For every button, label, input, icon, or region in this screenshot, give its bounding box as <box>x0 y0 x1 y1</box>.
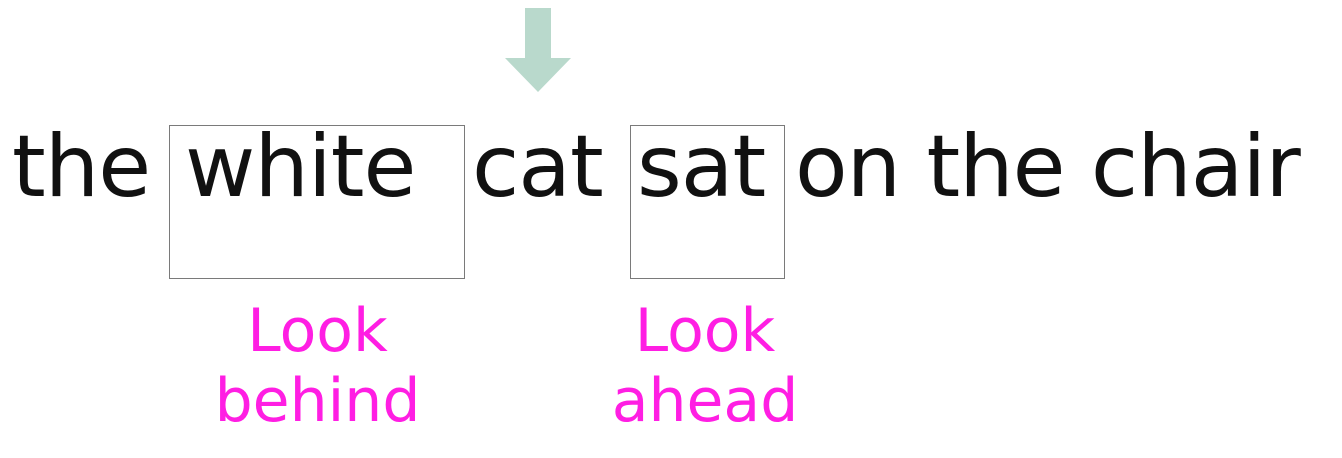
look-behind-label: Look behind <box>190 296 445 436</box>
look-behind-box <box>169 125 465 279</box>
word-cat: cat <box>472 117 604 217</box>
word-white: white <box>185 117 416 217</box>
look-behind-line1: Look <box>247 296 388 366</box>
look-ahead-line1: Look <box>634 296 776 366</box>
word-on-the-chair: on the chair <box>795 117 1301 217</box>
down-arrow-icon <box>505 8 571 92</box>
look-ahead-box <box>630 125 785 279</box>
word-sat: sat <box>637 117 766 217</box>
look-ahead-line2: ahead <box>611 366 799 436</box>
look-behind-line2: behind <box>214 366 421 436</box>
look-ahead-label: Look ahead <box>585 296 825 436</box>
word-the: the <box>12 117 151 217</box>
